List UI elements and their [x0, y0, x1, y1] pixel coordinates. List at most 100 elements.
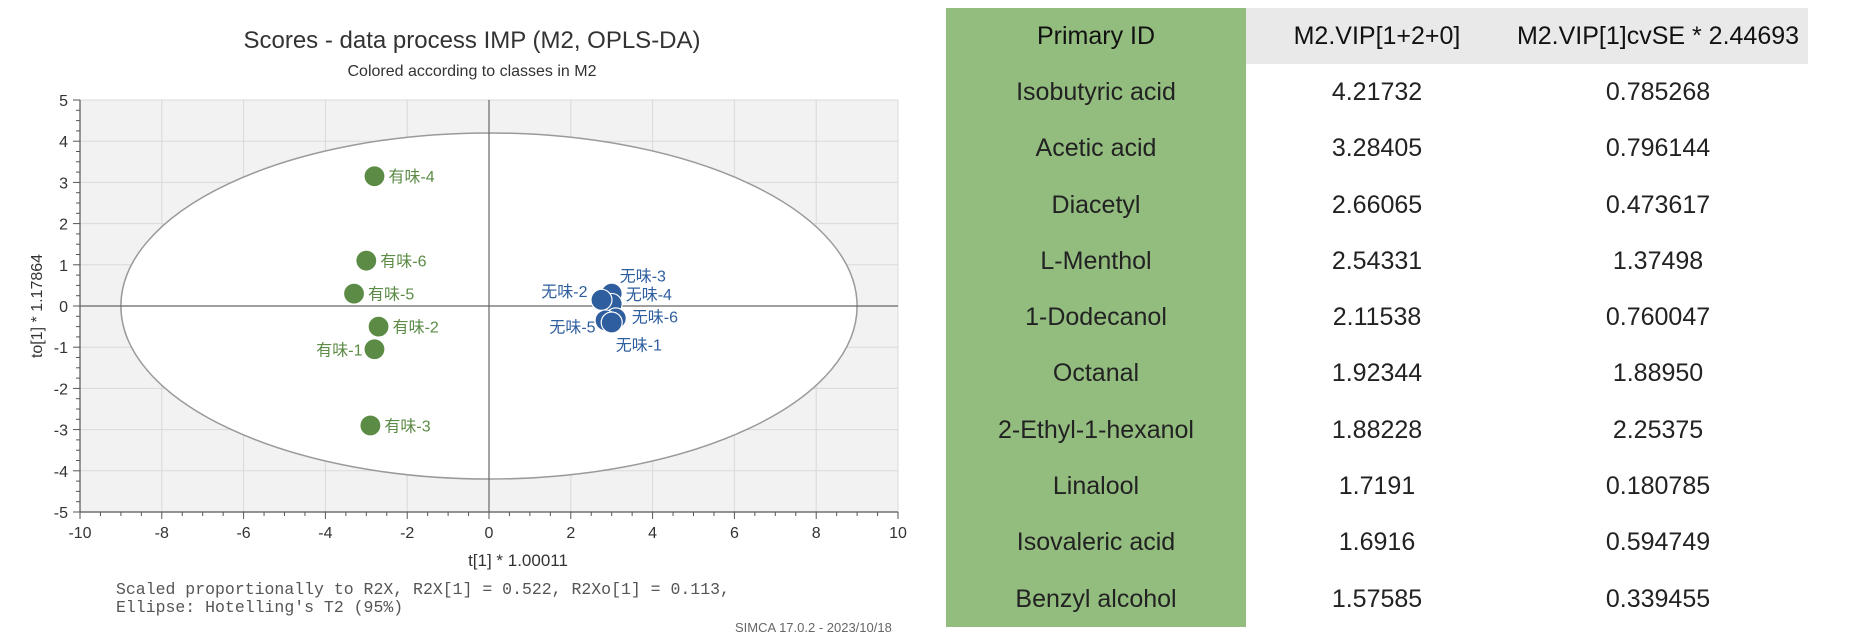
cell-primary-id: Acetic acid — [946, 120, 1246, 177]
table-row[interactable]: Benzyl alcohol 1.57585 0.339455 — [946, 570, 1808, 628]
cell-vip-cvse: 0.594749 — [1605, 528, 1711, 557]
table-row[interactable]: L-Menthol 2.54331 1.37498 — [946, 233, 1808, 290]
score-point — [367, 315, 390, 338]
cell-vip-cvse: 0.796144 — [1605, 134, 1711, 163]
cell-vip: 3.28405 — [1331, 134, 1423, 163]
cell-vip-cvse: 2.25375 — [1612, 415, 1704, 444]
footnote-line-1: Scaled proportionally to R2X, R2X[1] = 0… — [116, 580, 730, 599]
score-plot: Scores - data process IMP (M2, OPLS-DA) … — [29, 27, 907, 635]
x-tick-label: 6 — [730, 525, 739, 542]
point-label: 无味-3 — [620, 268, 666, 286]
score-point — [590, 288, 613, 311]
x-tick-label: 4 — [648, 525, 657, 542]
cell-primary-id: Diacetyl — [946, 176, 1246, 234]
cell-vip: 1.92344 — [1331, 359, 1423, 388]
x-axis-label: t[1] * 1.00011 — [468, 551, 568, 570]
point-label: 无味-2 — [541, 283, 587, 301]
point-label: 有味-3 — [384, 417, 430, 435]
point-label: 无味-6 — [632, 308, 678, 326]
score-point — [342, 282, 366, 305]
y-tick-label: 5 — [59, 93, 68, 110]
header-vip-cvse[interactable]: M2.VIP[1]cvSE * 2.44693 — [1508, 8, 1808, 65]
vip-table: Primary ID M2.VIP[1+2+0] M2.VIP[1]cvSE *… — [946, 8, 1808, 628]
score-point — [600, 311, 623, 334]
x-tick-label: 8 — [812, 525, 821, 542]
y-tick-label: -2 — [54, 381, 68, 398]
cell-vip-cvse: 0.760047 — [1605, 303, 1711, 332]
cell-vip-cvse: 1.37498 — [1612, 246, 1704, 275]
point-label: 有味-1 — [316, 341, 362, 359]
point-label: 有味-2 — [393, 319, 439, 337]
table-row[interactable]: Isobutyric acid 4.21732 0.785268 — [946, 64, 1808, 121]
cell-primary-id: Isobutyric acid — [946, 64, 1246, 121]
cell-primary-id: L-Menthol — [946, 233, 1246, 290]
y-tick-label: -5 — [54, 505, 68, 522]
point-label: 有味-6 — [380, 253, 426, 271]
y-tick-label: 1 — [59, 258, 68, 275]
y-tick-label: -3 — [54, 423, 68, 440]
table-row[interactable]: 1-Dodecanol 2.11538 0.760047 — [946, 289, 1808, 346]
footnote-line-2: Ellipse: Hotelling's T2 (95%) — [116, 598, 403, 617]
point-label: 无味-5 — [549, 318, 595, 336]
score-plot-panel: Scores - data process IMP (M2, OPLS-DA) … — [29, 27, 907, 635]
y-tick-label: 3 — [59, 175, 68, 192]
x-tick-label: 2 — [566, 525, 575, 542]
table-body: Isobutyric acid 4.21732 0.785268 Acetic aci… — [946, 64, 1808, 628]
y-axis-label: to[1] * 1.17864 — [29, 254, 46, 358]
x-tick-label: 10 — [889, 525, 907, 542]
cell-primary-id: Linalool — [946, 458, 1246, 515]
cell-vip: 1.88228 — [1331, 415, 1423, 444]
point-label: 无味-1 — [616, 336, 662, 354]
cell-vip-cvse: 0.180785 — [1605, 472, 1711, 501]
cell-primary-id: 1-Dodecanol — [946, 289, 1246, 346]
cell-vip: 2.66065 — [1331, 190, 1423, 219]
cell-vip: 1.7191 — [1338, 472, 1416, 501]
cell-primary-id: Isovaleric acid — [946, 514, 1246, 571]
header-primary-id[interactable]: Primary ID — [946, 8, 1246, 65]
x-tick-label: -10 — [68, 525, 91, 542]
table-row[interactable]: Linalool 1.7191 0.180785 — [946, 458, 1808, 515]
cell-vip-cvse: 0.339455 — [1605, 584, 1711, 613]
table-header-row: Primary ID M2.VIP[1+2+0] M2.VIP[1]cvSE *… — [946, 8, 1808, 65]
cell-vip: 1.6916 — [1338, 528, 1416, 557]
y-tick-label: -4 — [54, 464, 68, 481]
x-tick-label: 0 — [485, 525, 494, 542]
x-tick-label: -6 — [236, 525, 250, 542]
table-row[interactable]: Acetic acid 3.28405 0.796144 — [946, 120, 1808, 177]
score-point — [363, 165, 386, 188]
score-point — [359, 414, 382, 437]
cell-primary-id: Benzyl alcohol — [946, 570, 1246, 628]
x-tick-label: -2 — [400, 525, 414, 542]
point-label: 无味-4 — [626, 286, 672, 304]
zero-lines — [80, 100, 898, 512]
cell-vip: 2.54331 — [1331, 246, 1423, 275]
x-tick-label: -4 — [318, 525, 332, 542]
software-stamp: SIMCA 17.0.2 - 2023/10/18 — [735, 620, 892, 635]
table-row[interactable]: Diacetyl 2.66065 0.473617 — [946, 176, 1808, 234]
x-tick-label: -8 — [155, 525, 169, 542]
cell-vip: 4.21732 — [1331, 77, 1423, 106]
table-row[interactable]: Isovaleric acid 1.6916 0.594749 — [946, 514, 1808, 571]
cell-primary-id: 2-Ethyl-1-hexanol — [946, 402, 1246, 459]
cell-vip-cvse: 0.785268 — [1605, 77, 1711, 106]
y-tick-label: 4 — [59, 134, 68, 151]
score-point — [363, 338, 386, 361]
y-tick-label: 2 — [59, 217, 68, 234]
chart-title: Scores - data process IMP (M2, OPLS-DA) — [243, 27, 700, 54]
cell-primary-id: Octanal — [946, 345, 1246, 403]
cell-vip-cvse: 1.88950 — [1612, 359, 1704, 388]
cell-vip-cvse: 0.473617 — [1605, 190, 1711, 219]
cell-vip: 1.57585 — [1331, 584, 1423, 613]
cell-vip: 2.11538 — [1332, 303, 1422, 332]
score-points: 有味-4 有味-6 有味-5 有味-2 有味-1 有味-3 无味-3无味-4 无味-2 无味-6… — [316, 165, 678, 437]
point-label: 有味-4 — [388, 168, 434, 186]
y-tick-label: 0 — [59, 299, 68, 316]
point-label: 有味-5 — [368, 286, 414, 304]
table-row[interactable]: Octanal 1.92344 1.88950 — [946, 345, 1808, 403]
table-row[interactable]: 2-Ethyl-1-hexanol 1.88228 2.25375 — [946, 402, 1808, 459]
chart-subtitle: Colored according to classes in M2 — [347, 63, 596, 80]
header-vip[interactable]: M2.VIP[1+2+0] — [1246, 8, 1508, 65]
y-tick-label: -1 — [54, 340, 68, 357]
score-point — [355, 249, 378, 272]
